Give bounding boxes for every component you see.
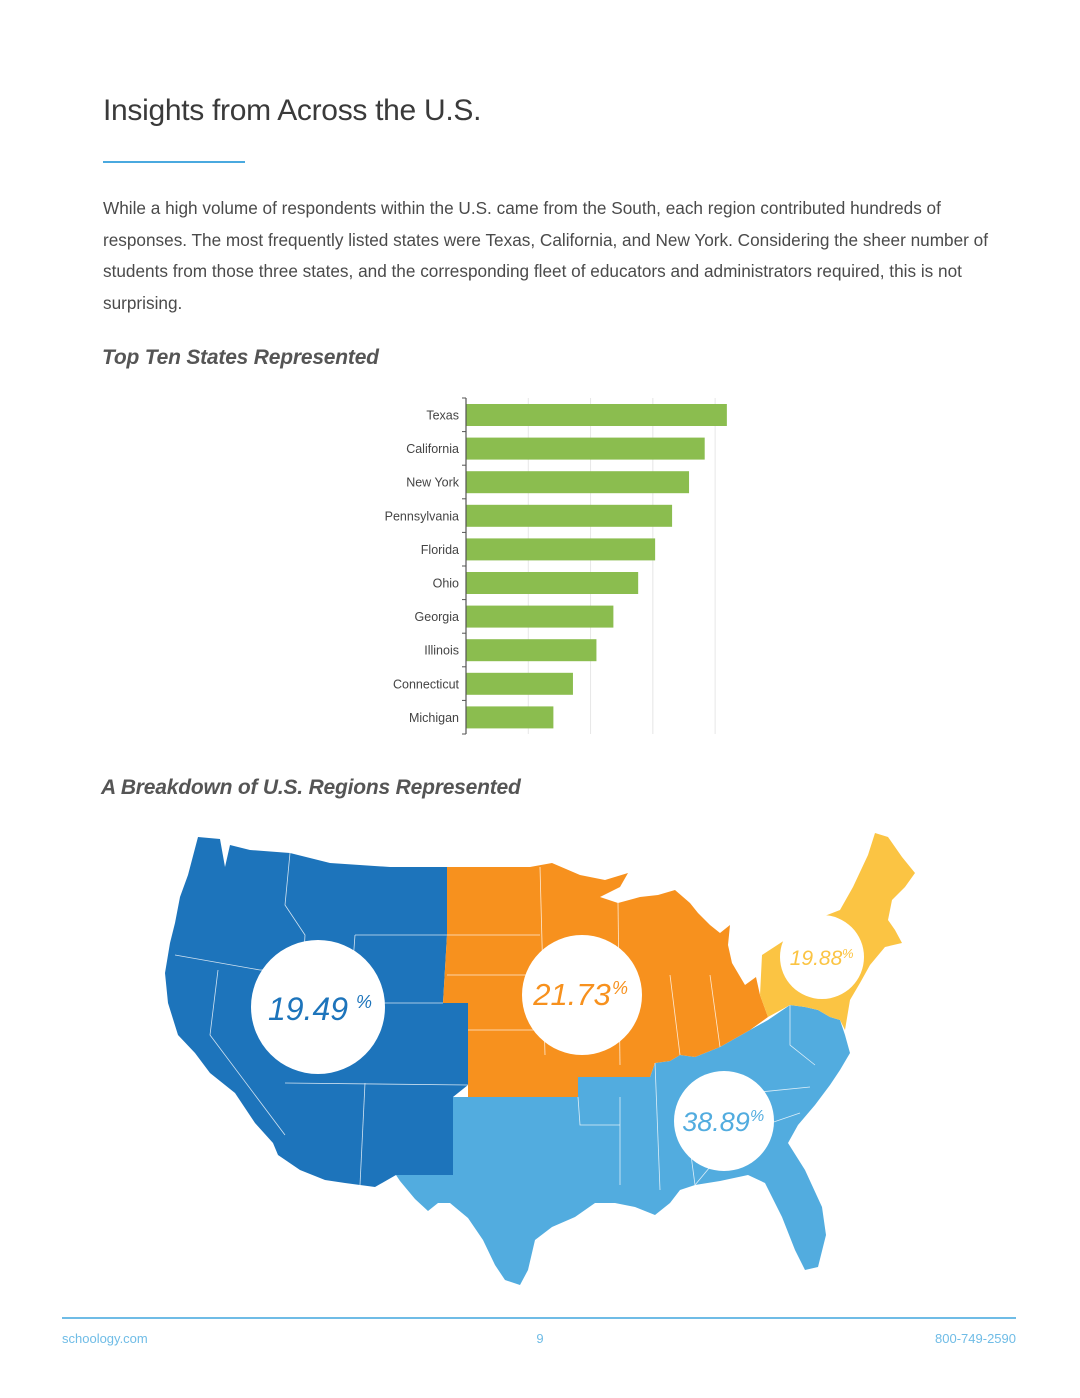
footer-phone: 800-749-2590 <box>935 1331 1016 1346</box>
northeast-value-disc: 19.88 % <box>780 915 864 999</box>
page-title: Insights from Across the U.S. <box>103 94 482 127</box>
midwest-unit: % <box>612 978 628 998</box>
bar-texas <box>466 404 727 426</box>
bar-connecticut <box>466 672 573 695</box>
bar-pennsylvania <box>466 504 673 527</box>
tick-label-new-york: New York <box>406 476 460 490</box>
top-states-bar-chart: Texas California New York Pennsylvania Flori… <box>385 397 727 735</box>
bar-ohio <box>466 572 639 594</box>
footer-divider <box>62 1317 1016 1319</box>
tick-label-ohio: Ohio <box>433 577 459 591</box>
bar-florida <box>466 538 656 561</box>
bar-georgia <box>466 605 614 628</box>
bar-illinois <box>466 639 597 662</box>
us-regions-map: 19.49 % 21.73 % 19.88 % 38.89 % <box>165 833 915 1285</box>
tick-label-georgia: Georgia <box>415 610 460 624</box>
west-unit: % <box>356 992 372 1012</box>
states-chart-heading: Top Ten States Represented <box>102 346 379 369</box>
tick-label-connecticut: Connecticut <box>393 677 460 691</box>
intro-paragraph: While a high volume of respondents withi… <box>103 198 988 313</box>
bar-michigan <box>466 706 554 729</box>
title-underline <box>103 161 245 163</box>
south-unit: % <box>750 1108 764 1125</box>
bar-new-york <box>466 471 690 494</box>
tick-label-florida: Florida <box>421 543 459 557</box>
tick-label-illinois: Illinois <box>424 644 459 658</box>
south-value: 38.89 <box>682 1107 750 1137</box>
midwest-value: 21.73 <box>532 977 611 1012</box>
bar-california <box>466 437 705 460</box>
northeast-unit: % <box>842 946 854 961</box>
regions-map-heading: A Breakdown of U.S. Regions Represented <box>101 776 521 799</box>
footer-website-link[interactable]: schoology.com <box>62 1331 148 1346</box>
northeast-value: 19.88 <box>790 947 843 970</box>
west-value: 19.49 <box>268 991 348 1027</box>
page-number: 9 <box>536 1331 544 1346</box>
tick-label-michigan: Michigan <box>409 711 459 725</box>
tick-label-pennsylvania: Pennsylvania <box>385 509 459 523</box>
west-value-disc: 19.49 % <box>251 940 385 1074</box>
midwest-value-disc: 21.73 % <box>522 935 642 1055</box>
south-value-disc: 38.89 % <box>674 1071 774 1171</box>
tick-label-california: California <box>406 442 459 456</box>
tick-label-texas: Texas <box>426 409 459 423</box>
